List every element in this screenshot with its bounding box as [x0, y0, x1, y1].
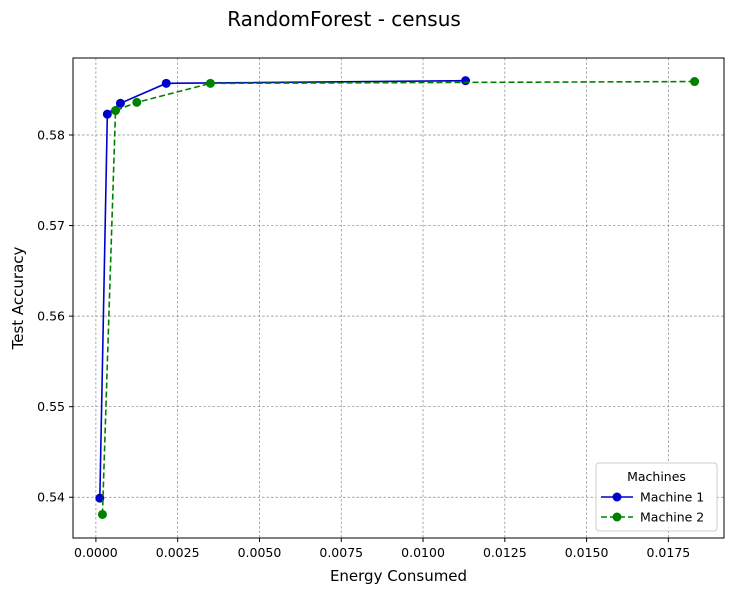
machine-1-point [95, 493, 105, 503]
legend: Machines Machine 1 Machine 2 [595, 462, 718, 532]
legend-entry-label: Machine 1 [640, 490, 704, 505]
x-axis-label: Energy Consumed [330, 567, 467, 585]
series-layer [95, 76, 700, 519]
x-tick-label: 0.0125 [483, 545, 527, 560]
x-tick-label: 0.0075 [319, 545, 363, 560]
legend-marker [612, 492, 622, 502]
x-tick-label: 0.0025 [156, 545, 200, 560]
machine-2-point [205, 78, 215, 88]
chart-title: RandomForest - census [227, 7, 461, 31]
x-axis: 0.0000 0.0025 0.0050 0.0075 0.0100 0.0125 0.01… [74, 538, 690, 560]
y-axis: 0.54 0.55 0.56 0.57 0.58 [37, 127, 73, 505]
x-tick-label: 0.0050 [238, 545, 282, 560]
y-tick-label: 0.55 [37, 399, 65, 414]
legend-marker [612, 512, 622, 522]
plot-frame [72, 57, 725, 539]
x-tick-label: 0.0150 [565, 545, 609, 560]
x-tick-label: 0.0175 [647, 545, 691, 560]
machine-1-point [102, 109, 112, 119]
y-tick-label: 0.56 [37, 309, 65, 324]
machine-1-point [115, 98, 125, 108]
x-tick-label: 0.0000 [74, 545, 118, 560]
grid-layer [73, 58, 724, 538]
machine-1-point [461, 76, 471, 86]
machine-2-point [132, 97, 142, 107]
legend-entry-label: Machine 2 [640, 510, 704, 525]
machine-2-series [97, 77, 700, 519]
y-tick-label: 0.57 [37, 218, 65, 233]
legend-box [595, 462, 718, 532]
machine-2-point [690, 77, 700, 87]
y-axis-label: Test Accuracy [9, 246, 27, 350]
y-tick-label: 0.54 [37, 490, 65, 505]
y-tick-label: 0.58 [37, 127, 65, 142]
machine-2-point [97, 509, 107, 519]
machine-1-point [161, 78, 171, 88]
x-tick-label: 0.0100 [401, 545, 445, 560]
legend-title: Machines [627, 469, 686, 484]
machine-2-point [111, 106, 121, 116]
